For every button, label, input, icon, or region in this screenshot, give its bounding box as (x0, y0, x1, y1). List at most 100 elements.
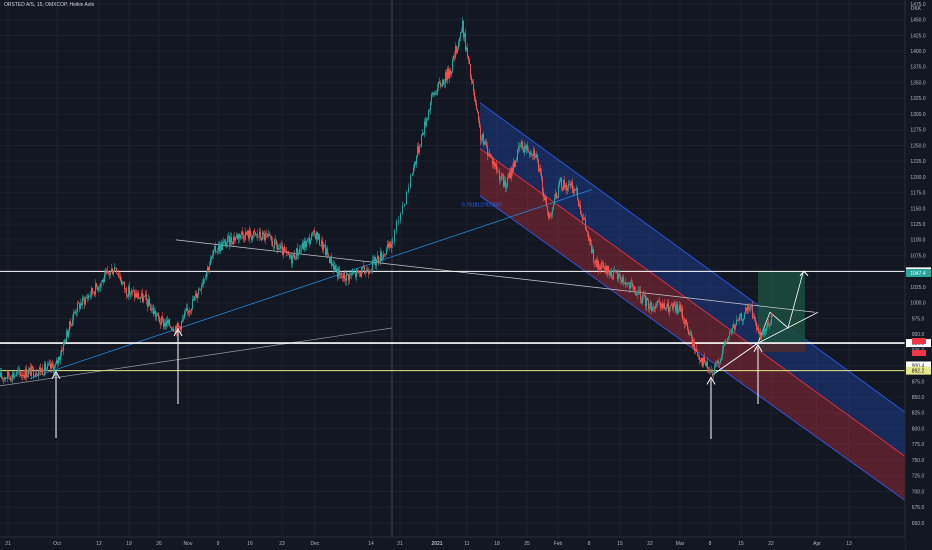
candle (234, 232, 235, 245)
candle-body (270, 236, 271, 237)
candle-body (622, 277, 623, 283)
candle (386, 246, 387, 256)
candle (251, 234, 252, 243)
candle-body (691, 332, 692, 339)
candle-body (364, 266, 365, 274)
candle-body (97, 286, 98, 291)
candle-body (196, 293, 197, 299)
candle-body (705, 362, 706, 366)
candle-body (375, 256, 376, 266)
candle (169, 317, 170, 327)
candle-body (2, 378, 3, 379)
candle-body (251, 236, 252, 240)
candle-body (551, 214, 552, 216)
candle (682, 305, 683, 322)
candle-body (226, 243, 227, 247)
candle-body (418, 146, 419, 153)
candle-body (185, 311, 186, 313)
candle-body (333, 264, 334, 270)
candle (449, 67, 450, 83)
candle (554, 194, 555, 206)
candle-body (567, 187, 568, 191)
candle-body (522, 141, 523, 150)
candle (748, 303, 749, 314)
candle-body (158, 313, 159, 318)
candle-body (578, 198, 579, 207)
candle (313, 229, 314, 237)
candle-body (308, 237, 309, 240)
candle (594, 261, 595, 268)
candle-body (592, 249, 593, 254)
candle (243, 231, 244, 243)
candle (568, 179, 569, 192)
candle (529, 151, 530, 159)
candle (500, 176, 501, 184)
candle-body (200, 289, 201, 291)
rising-trend-line (29, 189, 593, 379)
candle-body (272, 241, 273, 247)
candle-body (160, 322, 161, 325)
candle-body (247, 230, 248, 235)
candle (382, 253, 383, 264)
candle (670, 305, 671, 312)
candle (507, 173, 508, 189)
candle (277, 241, 278, 254)
candle (190, 309, 191, 315)
channel-top-line (479, 102, 932, 433)
candle (668, 299, 669, 315)
price-tick-label: 1375.0 (910, 65, 926, 71)
candle-body (476, 103, 477, 110)
candle-body (410, 175, 411, 188)
candle-body (443, 80, 444, 85)
candle-body (366, 269, 367, 273)
candle-body (214, 246, 215, 250)
candle-body (633, 286, 634, 287)
candle-body (665, 308, 666, 310)
candle (187, 303, 188, 316)
candle-body (284, 247, 285, 252)
candle (122, 280, 123, 287)
candle (402, 201, 403, 215)
candle (280, 242, 281, 253)
candle (705, 359, 706, 366)
candle-body (359, 272, 360, 274)
candle-body (361, 268, 362, 277)
candle-body (449, 70, 450, 79)
candle (250, 228, 251, 238)
candle (282, 241, 283, 256)
candle (312, 231, 313, 237)
candle-body (751, 305, 752, 307)
candle (8, 370, 9, 380)
candle (746, 307, 747, 314)
candle (724, 340, 725, 347)
candle (660, 301, 661, 312)
candle (522, 140, 523, 151)
candle-body (260, 231, 261, 239)
candle (669, 306, 670, 317)
candle-body (700, 359, 701, 363)
candle (689, 330, 690, 337)
candle-body (236, 234, 237, 238)
candle (479, 116, 480, 128)
price-tick-label: 1475.0 (910, 2, 926, 8)
candle (256, 233, 257, 239)
candle (749, 305, 750, 312)
candle (413, 164, 414, 176)
candle-body (761, 335, 762, 340)
candle-body (743, 319, 744, 321)
candle-body (37, 374, 38, 376)
candle-body (39, 367, 40, 371)
candle (199, 288, 200, 291)
candle-body (363, 266, 364, 268)
candle (530, 149, 531, 158)
candle (606, 265, 607, 277)
candle-body (386, 248, 387, 255)
candle (482, 133, 483, 143)
candle (702, 357, 703, 368)
candle-body (126, 288, 127, 296)
candle-body (744, 312, 745, 320)
candle-body (563, 179, 564, 190)
candle-body (334, 265, 335, 270)
candle (695, 346, 696, 355)
